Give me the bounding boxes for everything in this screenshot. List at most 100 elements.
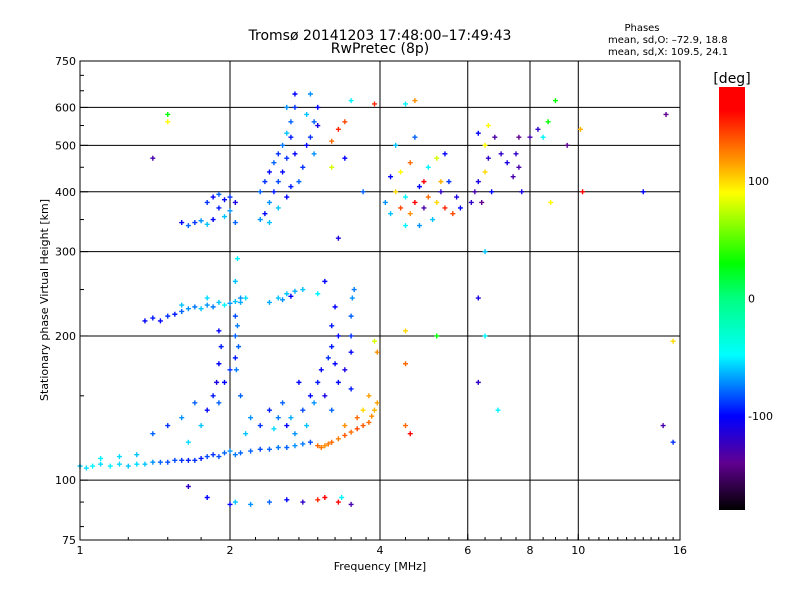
data-point [150,459,156,465]
data-point [366,393,372,399]
data-point [216,400,222,406]
data-point [300,287,306,293]
x-tick-label: 2 [227,544,234,557]
data-point [204,407,210,413]
data-point [227,367,233,373]
data-point [150,315,156,321]
data-point [222,450,228,456]
y-tick-label: 200 [55,330,76,343]
data-point [369,413,375,419]
data-point [577,126,583,132]
data-point [552,98,558,104]
data-point [179,457,185,463]
data-point [192,304,198,310]
data-point [116,454,122,460]
data-point [300,164,306,170]
data-point [485,155,491,161]
data-point [475,295,481,301]
data-point [372,101,378,107]
data-point [266,407,272,413]
data-point [348,313,354,319]
data-point [360,407,366,413]
data-point [218,344,224,350]
data-point [660,423,666,429]
data-point [157,459,163,465]
data-point [192,457,198,463]
y-tick-label: 100 [55,474,76,487]
data-point [307,393,313,399]
data-point [280,400,286,406]
data-point [454,194,460,200]
data-point [227,501,233,507]
data-point [227,448,233,454]
data-point [348,429,354,435]
data-point [292,151,298,157]
data-point [165,459,171,465]
data-point [489,189,495,195]
data-point [90,463,96,469]
data-point [412,134,418,140]
data-point [288,293,294,299]
data-point [332,304,338,310]
data-point [216,454,222,460]
data-point [348,349,354,355]
data-point [288,415,294,421]
data-point [348,386,354,392]
data-point [304,423,310,429]
data-point [315,379,321,385]
data-point [421,205,427,211]
x-axis-label: Frequency [MHz] [334,560,426,573]
data-point [545,119,551,125]
data-point [134,461,140,467]
data-point [210,304,216,310]
data-point [442,151,448,157]
data-point [292,443,298,449]
data-point [510,174,516,180]
data-point [315,123,321,129]
data-point [222,379,228,385]
data-point [266,199,272,205]
data-point [266,499,272,505]
data-point [288,119,294,125]
data-point [393,189,399,195]
data-point [332,361,338,367]
data-point [516,164,522,170]
data-point [280,297,286,303]
data-point [421,179,427,185]
data-point [372,338,378,344]
data-point [232,199,238,205]
data-point [192,220,198,226]
stats-heading: Phases [624,23,659,34]
data-point [311,400,317,406]
data-point [564,142,570,148]
data-point [210,452,216,458]
data-point [329,407,335,413]
data-point [284,130,290,136]
data-point [329,164,335,170]
data-point [527,134,533,140]
data-point [284,444,290,450]
data-point [292,104,298,110]
data-point [185,457,191,463]
data-point [329,344,335,350]
data-point [165,423,171,429]
data-point [318,367,324,373]
data-point [185,223,191,229]
data-point [257,189,263,195]
data-point [372,407,378,413]
data-point [204,302,210,308]
data-point [307,439,313,445]
data-point [243,295,249,301]
data-point [266,169,272,175]
data-point [388,174,394,180]
data-point [322,495,328,500]
data-point [482,333,488,339]
data-point [257,423,263,429]
data-point [434,199,440,205]
data-point [216,299,222,305]
y-tick-label: 600 [55,101,76,114]
data-point [284,155,290,161]
stats-x-mode: mean, sd,X: 109.5, 24.1 [608,47,728,58]
data-point [83,465,89,471]
data-point [335,379,341,385]
